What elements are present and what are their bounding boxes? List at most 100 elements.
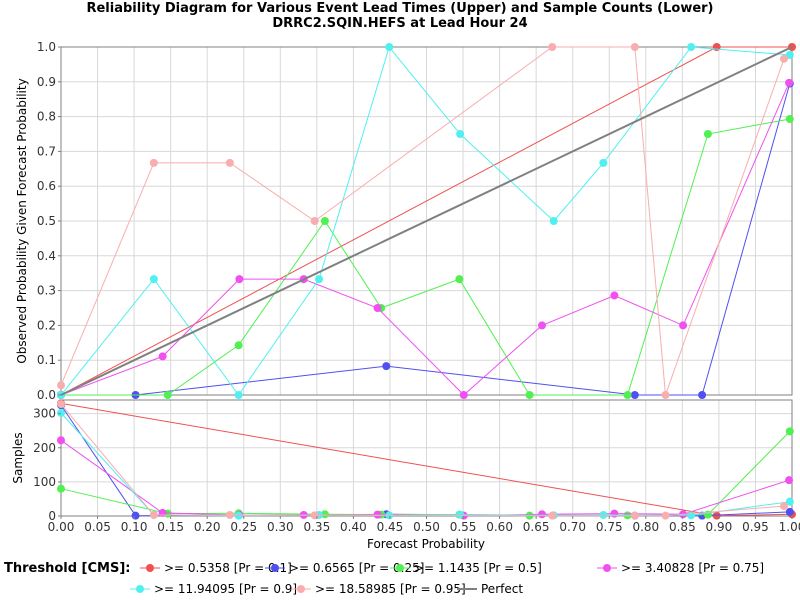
legend-item-3-40828-pr-0-75: >= 3.40828 [Pr = 0.75] xyxy=(597,561,764,575)
upper-y-tick-label: 0.8 xyxy=(37,110,56,124)
upper-line-18-58985-pr-0-95 xyxy=(60,46,785,396)
upper-point-0-6565-pr-0-25 xyxy=(698,391,707,399)
upper-point-3-40828-pr-0-75 xyxy=(373,304,382,312)
x-tick-label: 0.20 xyxy=(194,520,221,534)
upper-point-1-1435-pr-0-5 xyxy=(525,391,534,399)
upper-line-perfect xyxy=(60,46,793,396)
lower-point-11-94095-pr-0-9 xyxy=(687,511,696,520)
legend-swatch-marker xyxy=(146,564,154,572)
upper-point-1-1435-pr-0-5 xyxy=(703,130,712,138)
upper-point-18-58985-pr-0-95 xyxy=(225,158,234,167)
lower-y-axis-label: Samples xyxy=(11,432,25,483)
upper-point-11-94095-pr-0-9 xyxy=(149,275,158,284)
legend-label: >= 3.40828 [Pr = 0.75] xyxy=(621,561,764,575)
upper-y-tick-label: 0.3 xyxy=(37,284,56,298)
lower-point-1-1435-pr-0-5 xyxy=(57,484,65,493)
upper-point-18-58985-pr-0-95 xyxy=(57,381,65,390)
lower-point-3-40828-pr-0-75 xyxy=(785,476,794,485)
upper-y-tick-label: 0.1 xyxy=(37,353,56,367)
legend-swatch-marker xyxy=(297,585,305,593)
lower-point-3-40828-pr-0-75 xyxy=(537,510,546,519)
legend-item-1-1435-pr-0-5: >= 1.1435 [Pr = 0.5] xyxy=(390,561,542,575)
legend-swatch-marker xyxy=(396,564,404,572)
x-tick-label: 0.55 xyxy=(450,520,477,534)
x-tick-label: 0.25 xyxy=(230,520,257,534)
legend-item-0-6565-pr-0-25: >= 0.6565 [Pr = 0.25] xyxy=(265,561,424,575)
x-tick-label: 0.45 xyxy=(377,520,404,534)
upper-y-axis-label: Observed Probability Given Forecast Prob… xyxy=(15,78,29,363)
upper-line-11-94095-pr-0-9 xyxy=(60,45,790,396)
lower-point-18-58985-pr-0-95 xyxy=(630,511,639,520)
x-tick-label: 0.65 xyxy=(523,520,550,534)
upper-y-tick-label: 0.0 xyxy=(37,388,56,402)
upper-point-11-94095-pr-0-9 xyxy=(456,130,465,138)
upper-point-11-94095-pr-0-9 xyxy=(785,51,794,60)
lower-point-18-58985-pr-0-95 xyxy=(548,511,557,520)
lower-series-layer xyxy=(57,399,796,520)
upper-y-ticks: 0.0 0.1 0.2 0.3 0.4 0.5 0.6 0.7 0.8 0.9 1.0 xyxy=(37,40,61,402)
lower-y-ticks: 0 100 200 300 xyxy=(33,407,61,523)
upper-point-0-6565-pr-0-25 xyxy=(630,391,639,399)
lower-point-18-58985-pr-0-95 xyxy=(661,511,670,520)
x-tick-label: 0.00 xyxy=(48,520,75,534)
legend: Threshold [CMS]: >= 0.5358 [Pr = 0.1]>= … xyxy=(4,561,764,596)
legend-label: >= 11.94095 [Pr = 0.9] xyxy=(154,582,297,596)
legend-label: >= 18.58985 [Pr = 0.95] xyxy=(315,582,466,596)
legend-label: >= 1.1435 [Pr = 0.5] xyxy=(414,561,542,575)
upper-y-tick-label: 0.5 xyxy=(37,214,56,228)
upper-y-tick-label: 0.7 xyxy=(37,144,56,158)
upper-point-18-58985-pr-0-95 xyxy=(149,158,158,167)
upper-point-11-94095-pr-0-9 xyxy=(385,43,394,51)
legend-label: Perfect xyxy=(481,582,523,596)
upper-y-tick-label: 1.0 xyxy=(37,40,56,54)
lower-point-3-40828-pr-0-75 xyxy=(57,436,65,445)
x-tick-label: 0.10 xyxy=(121,520,148,534)
legend-item-18-58985-pr-0-95: >= 18.58985 [Pr = 0.95] xyxy=(291,582,466,596)
upper-point-11-94095-pr-0-9 xyxy=(687,43,696,51)
x-tick-label: 0.50 xyxy=(413,520,440,534)
upper-point-1-1435-pr-0-5 xyxy=(785,115,794,124)
x-tick-label: 0.85 xyxy=(669,520,696,534)
upper-point-18-58985-pr-0-95 xyxy=(548,43,557,51)
x-tick-label: 0.80 xyxy=(632,520,659,534)
lower-plot-grid xyxy=(60,400,793,517)
x-tick-label: 1.00 xyxy=(779,520,800,534)
upper-point-3-40828-pr-0-75 xyxy=(235,275,244,284)
lower-y-tick-label: 300 xyxy=(33,407,56,421)
upper-point-1-1435-pr-0-5 xyxy=(455,275,464,284)
upper-point-11-94095-pr-0-9 xyxy=(315,275,324,284)
lower-point-18-58985-pr-0-95 xyxy=(149,510,158,519)
upper-point-3-40828-pr-0-75 xyxy=(537,321,546,330)
lower-line-18-58985-pr-0-95 xyxy=(60,403,785,517)
upper-line-1-1435-pr-0-5 xyxy=(61,118,790,396)
lower-point-18-58985-pr-0-95 xyxy=(225,510,234,519)
upper-point-11-94095-pr-0-9 xyxy=(549,217,558,225)
lower-point-18-58985-pr-0-95 xyxy=(779,502,788,511)
upper-y-tick-label: 0.9 xyxy=(37,75,56,89)
lower-point-18-58985-pr-0-95 xyxy=(57,400,65,409)
lower-point-3-40828-pr-0-75 xyxy=(373,510,382,519)
lower-point-3-40828-pr-0-75 xyxy=(610,509,619,518)
upper-y-tick-label: 0.6 xyxy=(37,179,56,193)
lower-point-1-1435-pr-0-5 xyxy=(320,510,329,519)
x-tick-label: 0.75 xyxy=(596,520,623,534)
lower-point-11-94095-pr-0-9 xyxy=(456,510,465,519)
lower-point-11-94095-pr-0-9 xyxy=(599,510,608,519)
lower-point-3-40828-pr-0-75 xyxy=(158,508,167,517)
lower-point-1-1435-pr-0-5 xyxy=(785,427,794,436)
x-tick-label: 0.30 xyxy=(267,520,294,534)
x-tick-label: 0.90 xyxy=(706,520,733,534)
lower-y-tick-label: 0 xyxy=(48,509,56,523)
upper-y-tick-label: 0.2 xyxy=(37,318,56,332)
lower-point-11-94095-pr-0-9 xyxy=(57,408,65,417)
lower-point-18-58985-pr-0-95 xyxy=(310,511,319,520)
x-tick-label: 0.95 xyxy=(742,520,769,534)
legend-title: Threshold [CMS]: xyxy=(4,561,130,576)
upper-point-18-58985-pr-0-95 xyxy=(310,217,319,225)
legend-swatch-marker xyxy=(271,564,279,572)
upper-point-18-58985-pr-0-95 xyxy=(661,391,670,399)
upper-point-1-1435-pr-0-5 xyxy=(320,217,329,225)
chart-title: Reliability Diagram for Various Event Le… xyxy=(86,1,713,16)
legend-label: >= 0.5358 [Pr = 0.1] xyxy=(164,561,292,575)
upper-point-11-94095-pr-0-9 xyxy=(599,158,608,167)
